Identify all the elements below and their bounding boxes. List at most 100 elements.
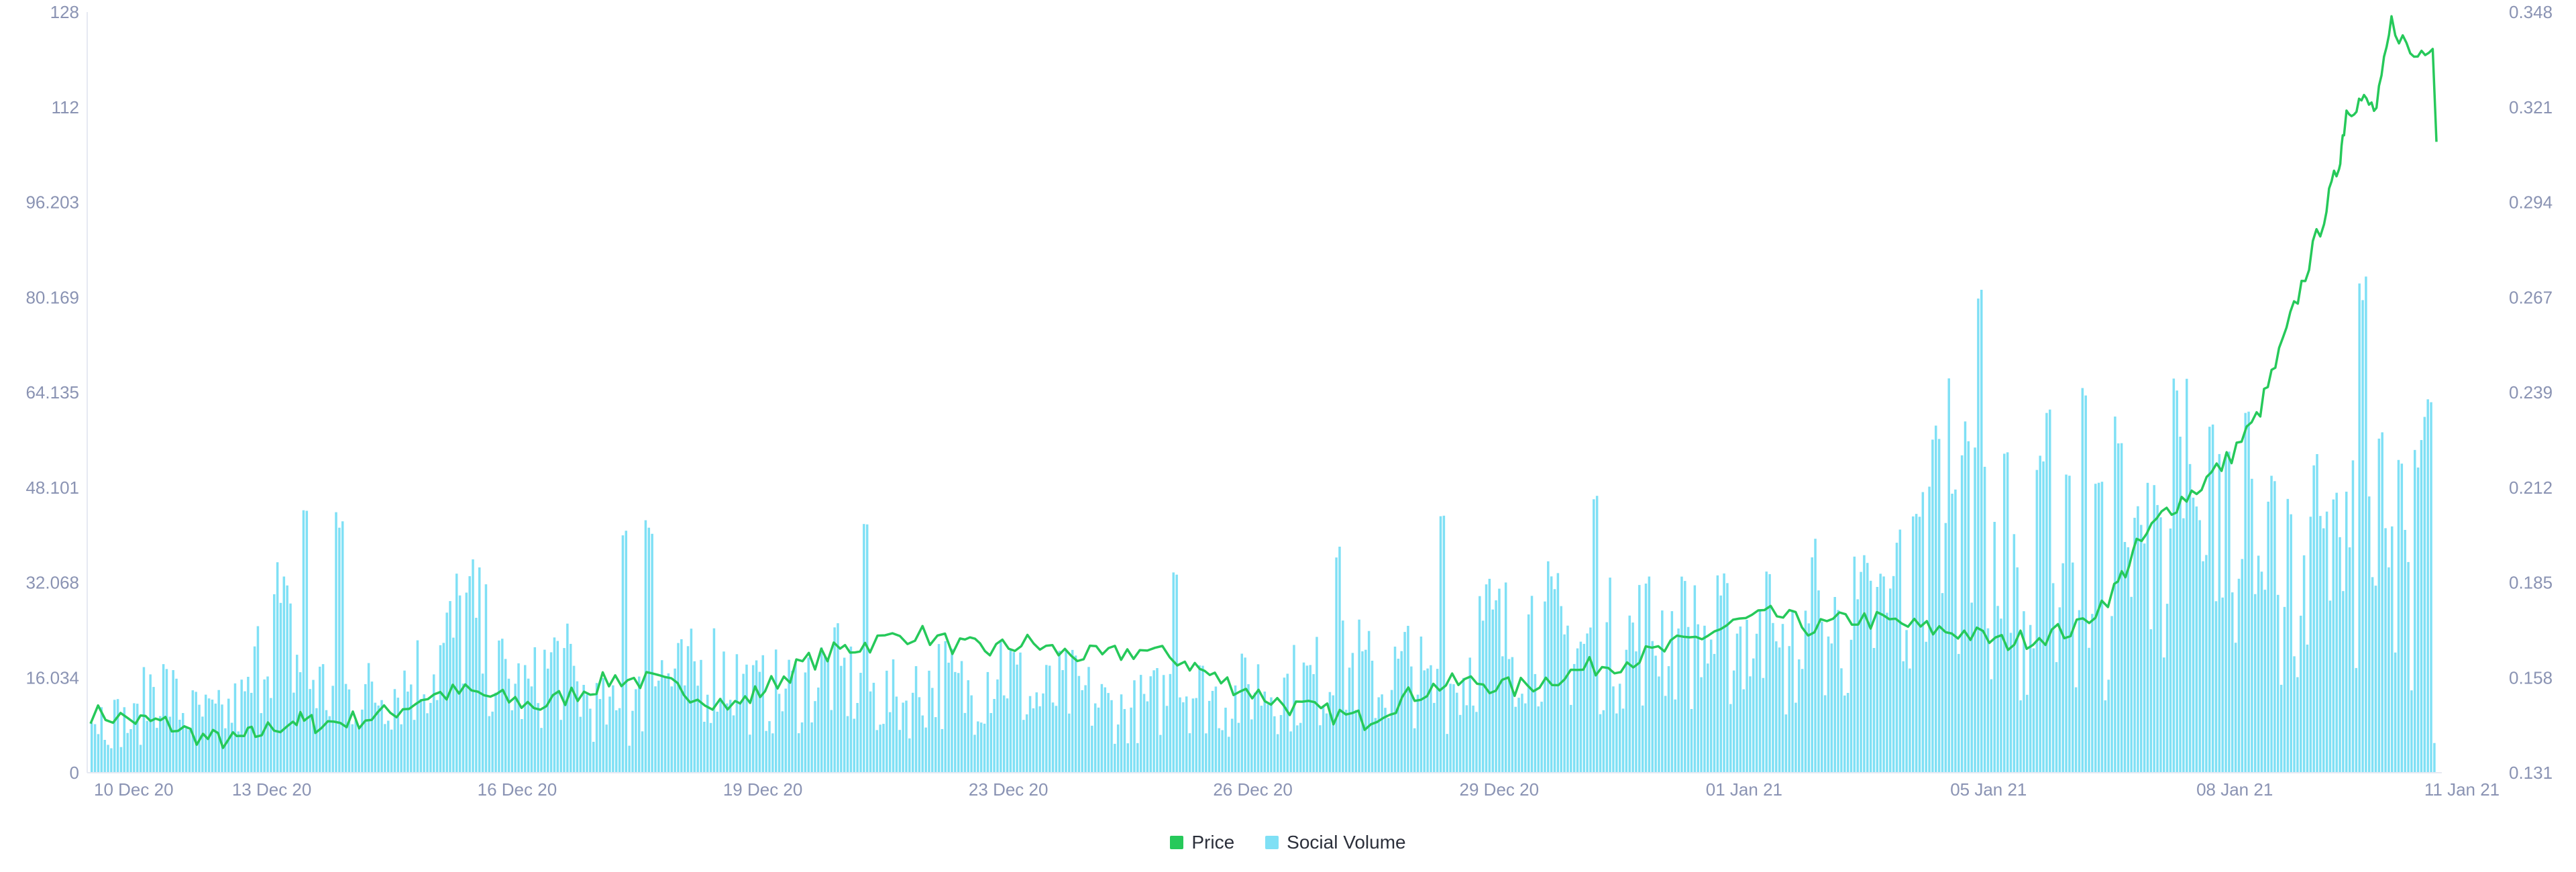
- social-volume-bar: [1022, 720, 1025, 773]
- social-volume-bar: [1120, 694, 1123, 773]
- social-volume-bar: [1188, 733, 1191, 773]
- social-volume-bar: [237, 731, 240, 773]
- social-volume-bar: [1374, 718, 1377, 773]
- social-volume-bar: [1823, 695, 1827, 773]
- x-tick-label: 16 Dec 20: [478, 779, 557, 800]
- social-volume-bar: [794, 661, 797, 773]
- social-volume-bar: [700, 659, 702, 773]
- social-volume-bar: [937, 644, 941, 773]
- social-volume-bar: [660, 660, 663, 773]
- social-volume-bar: [1218, 728, 1220, 773]
- social-volume-bar: [677, 643, 680, 773]
- social-volume-bar: [1449, 684, 1452, 773]
- social-volume-bar: [1680, 576, 1683, 773]
- social-volume-bar: [396, 698, 400, 773]
- social-volume-bar: [2306, 645, 2309, 773]
- social-volume-bar: [647, 527, 651, 773]
- social-volume-bar: [1553, 589, 1556, 773]
- social-volume-bar: [2110, 616, 2113, 773]
- social-volume-bar: [2228, 451, 2231, 773]
- social-volume-bar: [989, 713, 993, 773]
- social-volume-bar: [951, 649, 953, 773]
- social-volume-bar: [1074, 655, 1077, 773]
- social-volume-bar: [1312, 674, 1315, 773]
- social-volume-bar: [299, 672, 302, 773]
- social-volume-bar: [1723, 573, 1725, 773]
- social-volume-bar: [2368, 496, 2371, 773]
- social-volume-bar: [390, 729, 393, 773]
- social-volume-bar: [973, 734, 976, 773]
- social-volume-bar: [706, 694, 709, 773]
- social-volume-bar: [1781, 624, 1784, 773]
- social-volume-bar: [377, 705, 380, 773]
- social-volume-bar: [93, 724, 97, 773]
- social-volume-bar: [1237, 722, 1240, 773]
- social-volume-bar: [455, 574, 458, 773]
- social-volume-bar: [1283, 677, 1286, 773]
- social-volume-bar: [1260, 706, 1263, 773]
- social-volume-bar: [1729, 704, 1732, 773]
- legend-item-social-volume[interactable]: Social Volume: [1265, 832, 1406, 853]
- social-volume-bar: [2218, 453, 2221, 773]
- social-volume-bar: [598, 699, 602, 773]
- social-volume-bar: [1811, 557, 1813, 773]
- social-volume-bar: [2426, 399, 2429, 773]
- social-volume-bar: [325, 710, 328, 773]
- social-volume-bar: [1442, 515, 1446, 773]
- social-volume-bar: [1856, 599, 1859, 773]
- social-volume-bar: [2133, 517, 2136, 773]
- social-volume-bar: [1182, 702, 1185, 773]
- social-volume-bar: [856, 703, 859, 773]
- social-volume-bar: [739, 702, 742, 773]
- social-volume-bar: [1974, 447, 1976, 773]
- social-volume-bar: [2023, 611, 2025, 773]
- legend-item-price[interactable]: Price: [1170, 832, 1234, 853]
- social-volume-bar: [853, 718, 856, 773]
- social-volume-bar: [338, 527, 341, 773]
- social-volume-bar: [2394, 652, 2397, 773]
- social-volume-bar: [1133, 680, 1136, 773]
- social-volume-bar: [804, 672, 807, 773]
- social-volume-bar: [2247, 411, 2250, 773]
- social-volume-bar: [1983, 466, 1986, 773]
- social-volume-bar: [119, 747, 123, 773]
- social-volume-bar: [2055, 662, 2058, 773]
- social-volume-bar: [716, 712, 719, 773]
- social-volume-bar: [1784, 714, 1788, 773]
- social-volume-bar: [1742, 689, 1745, 773]
- social-volume-bar: [1400, 651, 1403, 773]
- social-volume-bar: [1527, 614, 1530, 773]
- social-volume-bar: [1593, 499, 1595, 773]
- social-volume-bar: [1452, 684, 1455, 773]
- social-volume-bar: [2061, 563, 2064, 773]
- social-volume-bar: [1419, 637, 1423, 773]
- social-volume-bar: [1093, 703, 1097, 773]
- social-volume-bar: [1230, 718, 1234, 773]
- social-volume-bar: [1830, 643, 1833, 773]
- social-volume-bar: [758, 671, 761, 773]
- social-volume-bar: [292, 692, 295, 773]
- social-volume-bar: [2270, 476, 2273, 773]
- social-volume-bar: [1918, 516, 1921, 773]
- social-volume-bar: [791, 670, 794, 773]
- social-volume-bar: [537, 703, 539, 773]
- social-volume-bar: [2120, 443, 2123, 773]
- social-volume-bar: [1697, 624, 1699, 773]
- social-volume-bar: [1028, 696, 1032, 773]
- social-volume-bar: [2277, 594, 2279, 773]
- social-volume-bar: [1097, 707, 1100, 773]
- social-volume-bar: [1381, 694, 1383, 773]
- social-volume-bar: [504, 659, 507, 773]
- social-volume-bar: [1152, 670, 1155, 773]
- social-volume-bar: [1674, 699, 1676, 773]
- social-volume-bar: [1755, 633, 1758, 773]
- social-volume-bar: [612, 685, 614, 773]
- social-volume-bar: [514, 684, 517, 773]
- social-volume-bar: [272, 594, 276, 773]
- social-volume-bar: [1377, 697, 1380, 773]
- social-volume-bar: [2035, 470, 2039, 773]
- social-volume-bar: [178, 720, 181, 773]
- social-volume-bar: [2251, 478, 2253, 773]
- social-volume-bar: [830, 710, 833, 773]
- social-volume-bar: [1332, 695, 1334, 773]
